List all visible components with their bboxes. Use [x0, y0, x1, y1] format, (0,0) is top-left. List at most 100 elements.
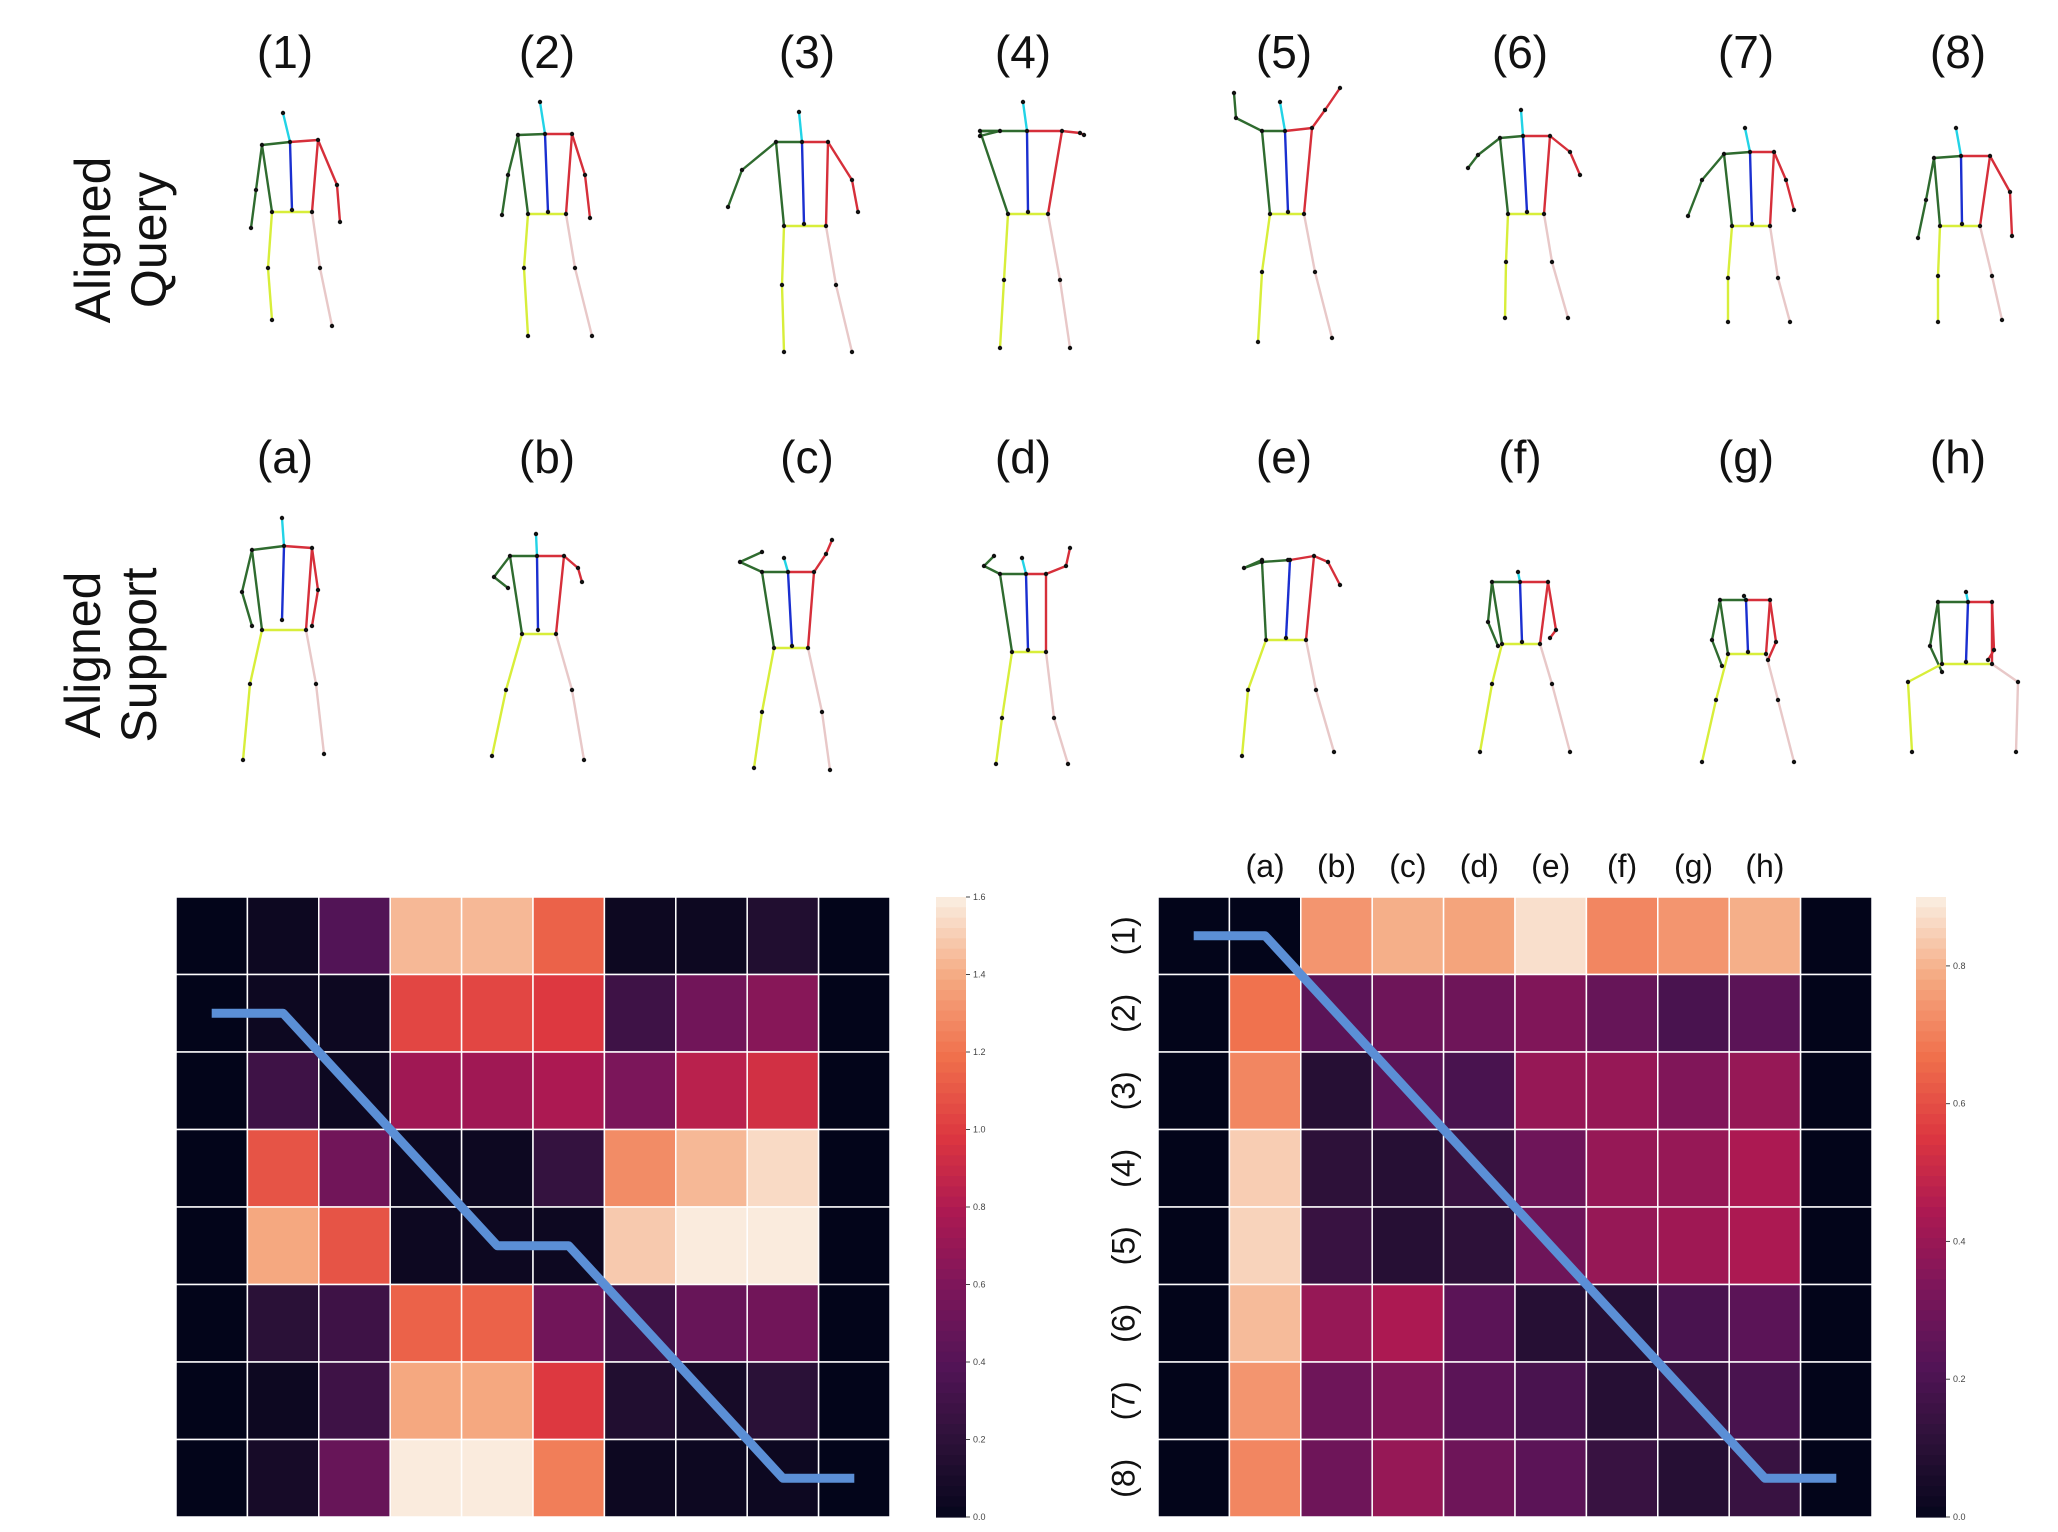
heatmap-cell	[318, 1283, 391, 1363]
heatmap-cell	[1228, 1438, 1302, 1518]
heatmap-cell	[389, 1438, 463, 1518]
skeleton-bone	[1714, 652, 1730, 702]
skeleton-bone	[1518, 580, 1524, 644]
skeleton-joint	[781, 349, 787, 355]
heatmap-cell	[246, 1051, 320, 1131]
skeleton-joint	[249, 623, 255, 629]
skeleton-joint	[553, 631, 559, 637]
heatmap-cell	[532, 1283, 606, 1363]
colorbar-segment	[936, 907, 966, 919]
heatmap-cell	[1728, 896, 1802, 976]
skeleton-joint	[582, 172, 588, 178]
skeleton-joint	[1931, 155, 1937, 161]
skeleton-bone	[564, 132, 574, 216]
colorbar-segment	[936, 1320, 966, 1332]
skeleton-bone	[280, 516, 286, 548]
heatmap-cell	[1442, 896, 1516, 976]
skeleton-joint	[1553, 627, 1559, 633]
colorbar-segment	[1916, 1444, 1946, 1456]
heatmap-cell	[532, 1051, 606, 1131]
heatmap-cell	[1657, 1051, 1730, 1131]
skeleton-joint	[827, 767, 833, 773]
heatmap-row-label: (8)	[1105, 1459, 1141, 1498]
skeleton-joint	[1989, 599, 1995, 605]
skeleton-joint	[1505, 211, 1511, 217]
heatmap-row-label: (7)	[1105, 1381, 1141, 1420]
colorbar-segment	[936, 1341, 966, 1353]
skeleton-bone	[1542, 212, 1554, 264]
colorbar-segment	[936, 1465, 966, 1477]
heatmap-cell	[746, 896, 820, 976]
heatmap-cell	[817, 1128, 891, 1208]
skeleton-joint	[505, 172, 511, 178]
skeleton-joint	[315, 587, 321, 593]
heatmap-cell	[1799, 1283, 1873, 1363]
skeleton-joint	[1063, 563, 1069, 569]
heatmap-cell	[675, 1206, 748, 1286]
skeleton-bone	[1278, 100, 1287, 133]
skeleton-bone	[1323, 86, 1342, 112]
skeleton-bone	[806, 570, 816, 650]
colorbar-segment	[936, 1000, 966, 1012]
heatmap-cell	[175, 896, 249, 976]
skeleton-bone	[318, 266, 334, 328]
heatmap-cell	[1300, 1361, 1373, 1441]
skeleton-bone	[1924, 156, 1936, 202]
heatmap-cell	[246, 1128, 320, 1208]
skeleton-joint	[1725, 275, 1731, 281]
heatmap-cell	[1799, 1051, 1873, 1131]
skeleton-joint	[249, 547, 255, 553]
heatmap-cell	[1657, 973, 1730, 1053]
skeleton-bone	[310, 588, 320, 628]
skeleton-joint	[1991, 647, 1997, 653]
skeleton-bone	[1486, 620, 1500, 648]
support-skeleton	[1477, 569, 1573, 755]
skeleton-joint	[575, 565, 581, 571]
skeleton-bone	[1000, 650, 1014, 720]
skeleton-joint	[1059, 128, 1065, 134]
heatmap-cell	[1442, 1438, 1516, 1518]
heatmap-cell	[1657, 1438, 1730, 1518]
skeleton-joint	[759, 709, 765, 715]
skeleton-bone	[1776, 698, 1796, 764]
heatmap-cell	[1799, 1206, 1873, 1286]
colorbar-segment	[1916, 979, 1946, 991]
colorbar-segment	[936, 1486, 966, 1497]
colorbar-segment	[1916, 1083, 1946, 1094]
skeleton-bone	[1046, 129, 1064, 216]
skeleton-bone	[1748, 150, 1754, 226]
query-row-label-line2: Query	[121, 172, 177, 308]
skeleton-joint	[1729, 223, 1735, 229]
colorbar-segment	[936, 1083, 966, 1094]
skeleton-bone	[316, 138, 339, 187]
skeleton-joint	[248, 225, 254, 231]
skeleton-bone	[1726, 224, 1734, 280]
skeleton-joint	[1067, 345, 1073, 351]
skeleton-joint	[1745, 649, 1751, 655]
skeleton-joint	[739, 167, 745, 173]
skeleton-joint	[1791, 207, 1797, 213]
colorbar-segment	[1916, 1331, 1946, 1342]
heatmap-cell	[1657, 1283, 1730, 1363]
skeleton-bone	[1060, 129, 1082, 135]
skeleton-bone	[1768, 224, 1780, 280]
skeleton-joint	[993, 761, 999, 767]
skeleton-joint	[805, 645, 811, 651]
skeleton-joint	[1549, 681, 1555, 687]
heatmap-cell	[460, 973, 534, 1053]
colorbar-segment	[936, 1134, 966, 1146]
skeleton-bone	[500, 173, 510, 217]
skeleton-bone	[1686, 178, 1704, 218]
colorbar-segment	[1916, 1248, 1946, 1260]
skeleton-joint	[1783, 177, 1789, 183]
colorbar-segment	[1916, 1207, 1946, 1218]
query-frame-label: (6)	[1492, 26, 1548, 78]
skeleton-joint	[1749, 221, 1755, 227]
skeleton-joint	[771, 645, 777, 651]
skeleton-joint	[1477, 749, 1483, 755]
heatmap-cell	[746, 1206, 820, 1286]
colorbar-segment	[936, 959, 966, 970]
skeleton-bone	[281, 111, 292, 144]
heatmap-cell	[746, 973, 820, 1053]
heatmap-cell	[817, 1206, 891, 1286]
